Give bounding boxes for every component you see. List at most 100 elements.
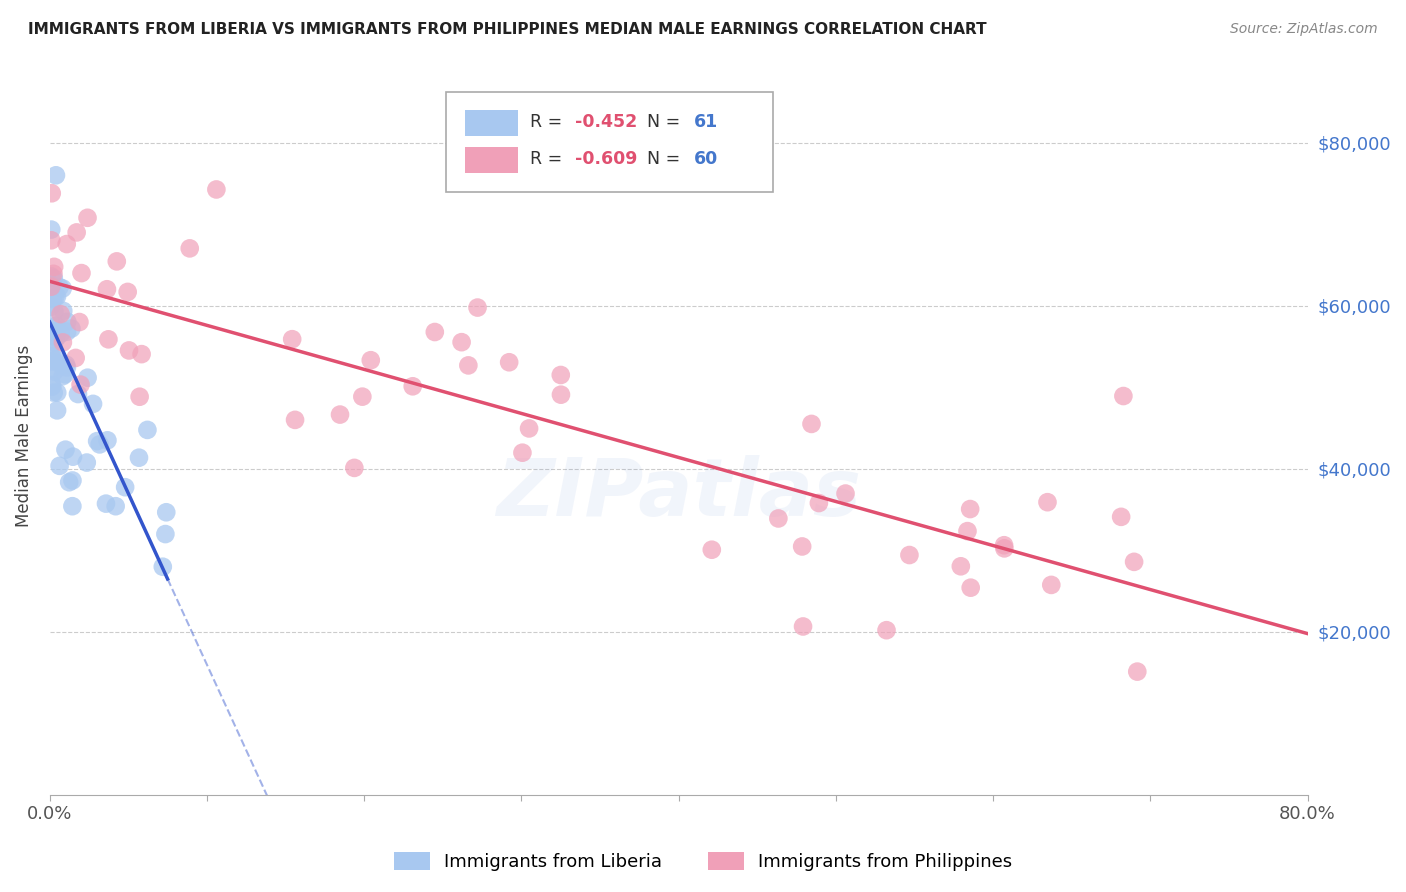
Point [39,233,62,247]
Point [993,541,1015,556]
Point [52,281,75,295]
Point [48,357,70,371]
Point [114,480,136,494]
FancyBboxPatch shape [465,147,517,173]
Point [89,437,111,451]
Point [46,403,69,417]
Point [52,335,75,350]
Text: N =: N = [647,113,686,131]
Point [136,423,159,437]
Point [46,289,69,303]
Point [39,324,62,338]
Text: R =: R = [530,150,568,168]
Legend: Immigrants from Liberia, Immigrants from Philippines: Immigrants from Liberia, Immigrants from… [387,845,1019,879]
Text: N =: N = [647,150,686,168]
Point [70,266,93,280]
FancyBboxPatch shape [446,92,773,193]
Point [792,619,814,633]
Point [700,542,723,557]
Point [343,461,366,475]
Point [42,292,65,306]
Point [498,355,520,369]
Point [128,390,150,404]
Point [131,347,153,361]
Point [1040,578,1063,592]
Point [959,502,981,516]
Point [45,318,67,333]
Point [42,267,65,281]
Point [76,370,98,384]
Point [39,269,62,284]
Point [1126,665,1149,679]
Point [104,500,127,514]
Point [834,486,856,500]
Point [39,222,62,236]
Point [55,442,77,457]
Point [284,413,307,427]
Point [62,450,84,464]
Point [39,349,62,363]
Point [550,368,572,382]
Point [956,524,979,538]
Point [97,332,120,346]
Point [41,186,63,201]
Point [86,434,108,449]
Point [56,360,79,375]
Point [82,397,104,411]
Point [352,390,374,404]
Point [281,332,304,346]
Point [39,300,62,314]
Point [46,385,69,400]
Point [807,496,830,510]
Point [39,354,62,368]
Point [467,301,489,315]
Point [512,446,534,460]
Point [44,290,66,304]
Point [45,331,67,345]
Point [55,237,77,252]
Text: -0.609: -0.609 [575,150,638,168]
FancyBboxPatch shape [465,111,517,136]
Point [76,211,98,225]
Point [768,511,790,525]
Point [96,434,118,448]
Point [959,581,981,595]
Point [44,321,66,335]
Text: -0.452: -0.452 [575,113,638,131]
Point [66,387,89,401]
Text: R =: R = [530,113,568,131]
Point [44,364,66,378]
Point [118,343,141,358]
Point [48,458,70,473]
Point [45,324,67,338]
Point [44,260,66,274]
Point [49,326,72,341]
Point [39,279,62,293]
Point [41,277,63,292]
Point [1036,495,1059,509]
Point [105,254,128,268]
Point [128,450,150,465]
Point [41,377,63,392]
Point [898,548,921,562]
Point [56,315,79,329]
Point [48,280,70,294]
Point [58,475,80,490]
Point [96,282,118,296]
Point [402,379,425,393]
Point [94,497,117,511]
Point [69,377,91,392]
Point [360,353,382,368]
Point [60,321,83,335]
Text: Source: ZipAtlas.com: Source: ZipAtlas.com [1230,22,1378,37]
Text: 60: 60 [693,150,718,168]
Point [450,335,472,350]
Point [1123,555,1146,569]
Point [56,325,79,339]
Text: 61: 61 [693,113,718,131]
Point [41,345,63,359]
Point [69,315,91,329]
Point [42,385,65,400]
Point [41,380,63,394]
Point [205,182,228,196]
